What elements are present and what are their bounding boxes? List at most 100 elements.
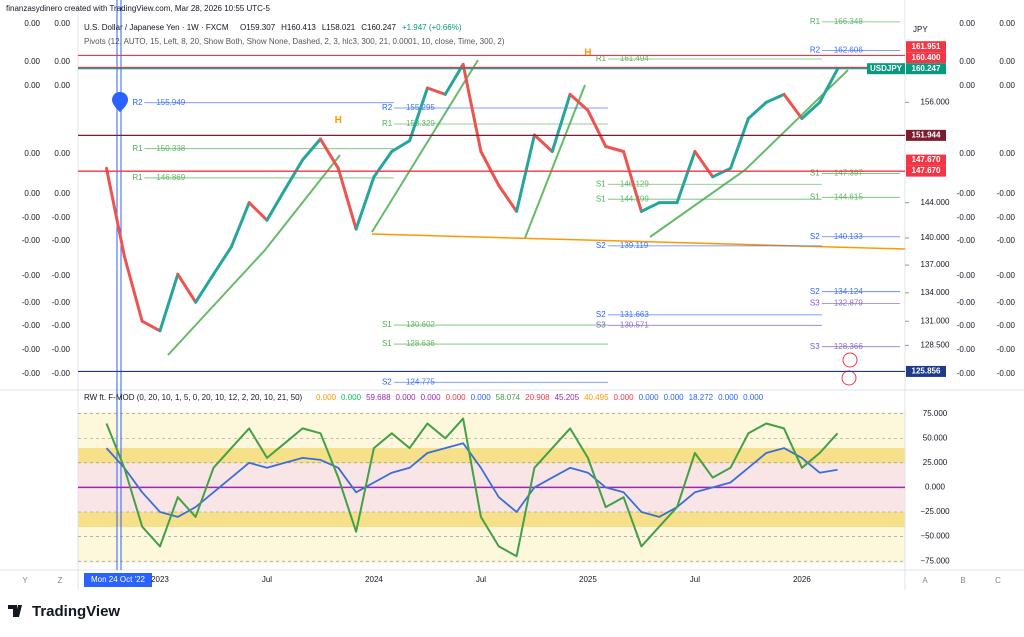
left-scale-label: -0.00 xyxy=(22,236,41,245)
ohlc-value: L158.021 xyxy=(322,23,356,32)
right-scale-label: 0.00 xyxy=(959,57,975,66)
price-segment xyxy=(354,175,376,231)
x-tick-label: Jul xyxy=(690,575,700,584)
y-tick-label: 75.000 xyxy=(923,409,948,418)
price-segment xyxy=(194,272,215,304)
pivot-value: 147.397 xyxy=(834,169,863,178)
symbol-tag-label: USDJPY xyxy=(870,64,903,73)
trend-line xyxy=(371,59,479,233)
pivot-name: S1 xyxy=(810,192,820,201)
price-tag-label: 160.400 xyxy=(912,53,941,62)
price-segment xyxy=(764,92,786,104)
top-zone xyxy=(78,412,905,448)
price-tag-label: 160.247 xyxy=(912,64,941,73)
logo-icon xyxy=(8,605,22,617)
axis-letter: Y xyxy=(22,576,28,585)
axis-letter: A xyxy=(922,576,928,585)
right-scale-label: -0.00 xyxy=(997,271,1016,280)
price-segment xyxy=(247,201,269,222)
y-tick-label: −25.000 xyxy=(920,507,950,516)
price-segment xyxy=(729,117,750,170)
right-scale-label: -0.00 xyxy=(957,321,976,330)
axis-letter: Z xyxy=(58,576,63,585)
pivot-value: 162.606 xyxy=(834,45,863,54)
pivot-name: S2 xyxy=(382,377,392,386)
left-scale-label: 0.00 xyxy=(54,189,70,198)
y-tick-label: 140.000 xyxy=(921,233,950,242)
pivot-value: 128.366 xyxy=(834,342,863,351)
left-scale-label: -0.00 xyxy=(52,345,71,354)
price-tag xyxy=(906,165,946,177)
right-scale-label: 0.00 xyxy=(999,149,1015,158)
right-scale-label: -0.00 xyxy=(957,345,976,354)
ohlc-value: +1.947 (+0.66%) xyxy=(402,23,462,32)
y-tick-label: 50.000 xyxy=(923,433,948,442)
x-tick-label: 2023 xyxy=(151,575,169,584)
y-tick-label: 137.000 xyxy=(921,260,950,269)
pivot-value: 155.949 xyxy=(156,98,185,107)
left-scale-label: -0.00 xyxy=(22,321,41,330)
right-scale-label: -0.00 xyxy=(957,236,976,245)
right-scale-label: 0.00 xyxy=(959,19,975,28)
pivot-name: S1 xyxy=(810,169,820,178)
readout: 0.000 xyxy=(614,393,635,402)
price-segment xyxy=(408,86,429,143)
trend-line xyxy=(524,84,586,239)
currency: JPY xyxy=(913,25,928,34)
price-segment xyxy=(425,86,447,96)
y-tick-label: −75.000 xyxy=(920,556,950,565)
symbol-tag xyxy=(867,63,905,75)
pivot-name: S3 xyxy=(810,298,820,307)
axis-letter: C xyxy=(995,576,1001,585)
credit: finanzasydinero created with TradingView… xyxy=(6,4,271,13)
pivot-name: R2 xyxy=(382,103,393,112)
price-tag-label: 147.670 xyxy=(912,155,941,164)
trend-line xyxy=(371,233,906,250)
left-scale-label: -0.00 xyxy=(52,236,71,245)
pivot-name: S2 xyxy=(810,232,820,241)
price-tag xyxy=(906,52,946,64)
left-scale-label: 0.00 xyxy=(24,189,40,198)
ohlc-value: O159.307 xyxy=(240,23,276,32)
pivot-name: S3 xyxy=(596,320,606,329)
lower-band xyxy=(78,512,905,527)
right-scale-label: -0.00 xyxy=(957,213,976,222)
left-scale-label: -0.00 xyxy=(52,321,71,330)
price-segment xyxy=(318,137,340,170)
left-scale-label: 0.00 xyxy=(24,81,40,90)
y-tick-label: 144.000 xyxy=(921,198,950,207)
trend-line xyxy=(649,69,849,238)
pivot-value: 131.663 xyxy=(620,310,649,319)
left-scale-label: 0.00 xyxy=(24,19,40,28)
pivot-value: 128.636 xyxy=(406,339,435,348)
right-scale-label: 0.00 xyxy=(959,149,975,158)
price-segment xyxy=(105,166,126,258)
price-segment xyxy=(176,272,198,304)
price-segment xyxy=(372,150,394,179)
readout: 0.000 xyxy=(664,393,685,402)
logo: TradingView xyxy=(32,603,120,620)
right-scale-label: -0.00 xyxy=(957,369,976,378)
pivot-value: 130.602 xyxy=(406,320,435,329)
left-scale-label: -0.00 xyxy=(52,298,71,307)
y-tick-label: 128.500 xyxy=(921,340,950,349)
readout: 0.000 xyxy=(718,393,739,402)
price-segment xyxy=(497,183,519,213)
price-segment xyxy=(639,201,661,213)
pivot-name: S1 xyxy=(382,339,392,348)
pivot-value: 132.879 xyxy=(834,298,863,307)
readout: 45.205 xyxy=(555,393,580,402)
trend-line xyxy=(167,154,341,356)
right-scale-label: -0.00 xyxy=(957,298,976,307)
price-segment xyxy=(122,254,144,323)
oscillator-line xyxy=(105,417,839,558)
pivot-value: 150.338 xyxy=(156,144,185,153)
x-tick-label: Jul xyxy=(476,575,486,584)
left-scale-label: -0.00 xyxy=(52,271,71,280)
left-scale-label: 0.00 xyxy=(24,57,40,66)
left-scale-label: -0.00 xyxy=(22,298,41,307)
pivot-name: R1 xyxy=(810,17,821,26)
price-tag xyxy=(906,41,946,53)
price-segment xyxy=(586,108,608,149)
pivot-value: 140.133 xyxy=(834,232,863,241)
